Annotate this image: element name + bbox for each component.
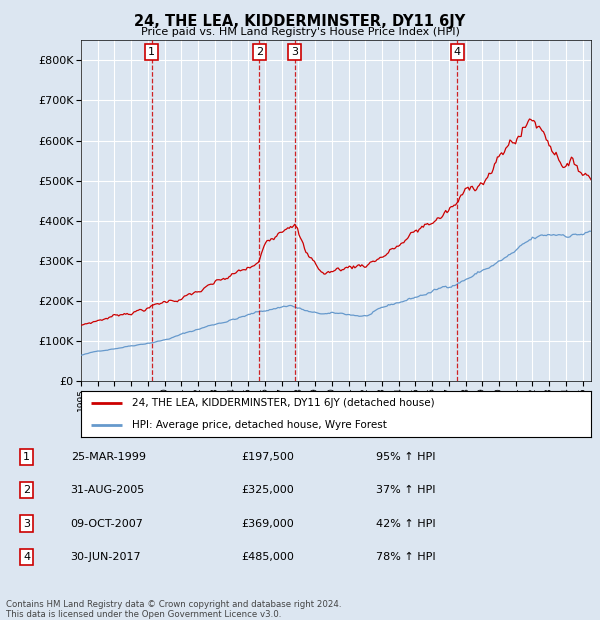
Text: HPI: Average price, detached house, Wyre Forest: HPI: Average price, detached house, Wyre… (132, 420, 387, 430)
Text: 37% ↑ HPI: 37% ↑ HPI (376, 485, 436, 495)
Text: £197,500: £197,500 (241, 452, 294, 462)
Text: Price paid vs. HM Land Registry's House Price Index (HPI): Price paid vs. HM Land Registry's House … (140, 27, 460, 37)
Text: 2: 2 (256, 47, 263, 57)
Text: 30-JUN-2017: 30-JUN-2017 (71, 552, 142, 562)
Text: 42% ↑ HPI: 42% ↑ HPI (376, 518, 436, 528)
Text: 4: 4 (454, 47, 461, 57)
Text: 3: 3 (23, 518, 30, 528)
Text: 78% ↑ HPI: 78% ↑ HPI (376, 552, 436, 562)
Text: 3: 3 (291, 47, 298, 57)
Text: 09-OCT-2007: 09-OCT-2007 (71, 518, 143, 528)
Text: 25-MAR-1999: 25-MAR-1999 (71, 452, 146, 462)
Text: 1: 1 (23, 452, 30, 462)
Text: Contains HM Land Registry data © Crown copyright and database right 2024.
This d: Contains HM Land Registry data © Crown c… (6, 600, 341, 619)
Text: 95% ↑ HPI: 95% ↑ HPI (376, 452, 436, 462)
Text: 31-AUG-2005: 31-AUG-2005 (71, 485, 145, 495)
Text: 1: 1 (148, 47, 155, 57)
Text: 2: 2 (23, 485, 30, 495)
Text: 24, THE LEA, KIDDERMINSTER, DY11 6JY (detached house): 24, THE LEA, KIDDERMINSTER, DY11 6JY (de… (132, 398, 434, 408)
Text: £325,000: £325,000 (241, 485, 294, 495)
Text: £485,000: £485,000 (241, 552, 294, 562)
Text: 24, THE LEA, KIDDERMINSTER, DY11 6JY: 24, THE LEA, KIDDERMINSTER, DY11 6JY (134, 14, 466, 29)
Text: 4: 4 (23, 552, 30, 562)
Text: £369,000: £369,000 (241, 518, 294, 528)
